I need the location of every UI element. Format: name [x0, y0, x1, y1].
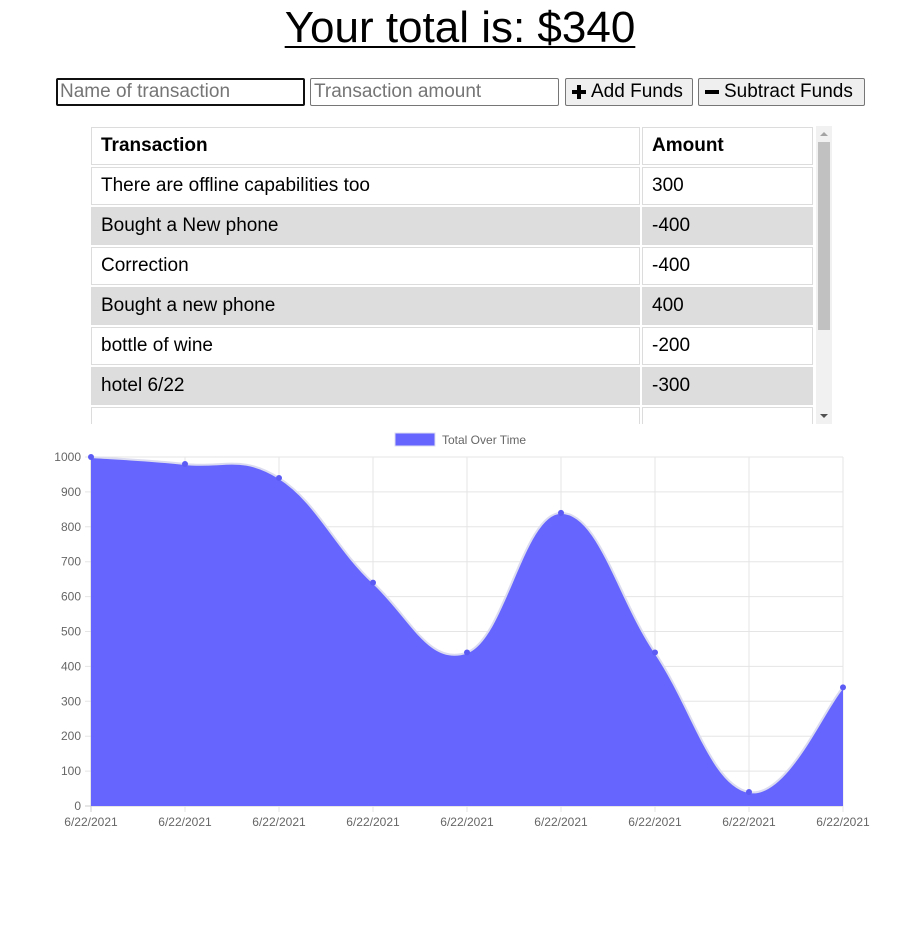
data-point: [370, 579, 376, 586]
y-tick-label: 0: [74, 799, 81, 813]
transaction-amount-cell: -200: [642, 327, 813, 365]
table-row: There are offline capabilities too 300: [91, 167, 813, 205]
column-header-amount: Amount: [642, 127, 813, 165]
transaction-amount-cell: -400: [642, 207, 813, 245]
transaction-name-input[interactable]: [56, 78, 305, 106]
table-row: [91, 407, 813, 424]
data-point: [840, 684, 846, 691]
add-funds-label: Add Funds: [591, 81, 683, 102]
y-tick-label: 600: [61, 590, 81, 604]
transaction-name-cell: hotel 6/22: [91, 367, 640, 405]
transaction-name-cell: Bought a new phone: [91, 287, 640, 325]
table-row: Bought a new phone 400: [91, 287, 813, 325]
y-tick-label: 300: [61, 694, 81, 708]
transactions-table-container[interactable]: Transaction Amount There are offline cap…: [90, 126, 832, 424]
scroll-down-arrow-icon[interactable]: [820, 414, 828, 418]
transaction-name-cell: There are offline capabilities too: [91, 167, 640, 205]
data-point: [88, 454, 94, 460]
table-scrollbar[interactable]: [816, 126, 832, 424]
y-tick-label: 500: [61, 625, 81, 639]
total-heading: Your total is: $340: [284, 3, 636, 52]
data-point: [276, 474, 282, 481]
table-row: bottle of wine -200: [91, 327, 813, 365]
x-tick-label: 6/22/2021: [722, 815, 776, 829]
legend-label: Total Over Time: [442, 433, 526, 447]
x-tick-label: 6/22/2021: [628, 815, 682, 829]
subtract-funds-button[interactable]: Subtract Funds: [698, 78, 865, 106]
y-tick-label: 700: [61, 555, 81, 569]
x-tick-label: 6/22/2021: [440, 815, 494, 829]
y-tick-label: 1000: [54, 450, 81, 464]
minus-icon: [705, 85, 719, 99]
series-line: [90, 456, 844, 794]
x-tick-label: 6/22/2021: [158, 815, 212, 829]
y-tick-label: 800: [61, 520, 81, 534]
table-header-row: Transaction Amount: [91, 127, 813, 165]
data-point: [746, 789, 752, 796]
series-area: [91, 457, 843, 806]
data-point: [464, 649, 470, 656]
transaction-amount-input[interactable]: [310, 78, 559, 106]
table-row: Bought a New phone -400: [91, 207, 813, 245]
y-tick-label: 100: [61, 764, 81, 778]
transaction-amount-cell: [642, 407, 813, 424]
table-row: hotel 6/22 -300: [91, 367, 813, 405]
y-tick-label: 400: [61, 659, 81, 673]
y-tick-label: 200: [61, 729, 81, 743]
x-tick-label: 6/22/2021: [252, 815, 306, 829]
transaction-name-cell: bottle of wine: [91, 327, 640, 365]
scroll-thumb[interactable]: [818, 142, 830, 330]
add-funds-button[interactable]: Add Funds: [565, 78, 693, 106]
transactions-table: Transaction Amount There are offline cap…: [90, 126, 815, 424]
transaction-name-cell: [91, 407, 640, 424]
transaction-amount-cell: 400: [642, 287, 813, 325]
data-point: [558, 509, 564, 516]
x-tick-label: 6/22/2021: [816, 815, 870, 829]
transaction-name-cell: Correction: [91, 247, 640, 285]
subtract-funds-label: Subtract Funds: [724, 81, 853, 102]
column-header-transaction: Transaction: [91, 127, 640, 165]
transaction-amount-cell: 300: [642, 167, 813, 205]
y-tick-label: 900: [61, 485, 81, 499]
transaction-amount-cell: -400: [642, 247, 813, 285]
x-tick-label: 6/22/2021: [64, 815, 118, 829]
data-point: [652, 649, 658, 656]
x-tick-label: 6/22/2021: [346, 815, 400, 829]
transaction-amount-cell: -300: [642, 367, 813, 405]
transaction-name-cell: Bought a New phone: [91, 207, 640, 245]
x-tick-label: 6/22/2021: [534, 815, 588, 829]
legend-swatch: [394, 432, 436, 447]
scroll-up-arrow-icon[interactable]: [820, 132, 828, 136]
table-row: Correction -400: [91, 247, 813, 285]
data-point: [182, 460, 188, 467]
total-over-time-chart: 0 100 200 300 400 500 600 700 800 900 1000 6/22/202…: [54, 432, 870, 829]
plus-icon: [572, 85, 586, 99]
